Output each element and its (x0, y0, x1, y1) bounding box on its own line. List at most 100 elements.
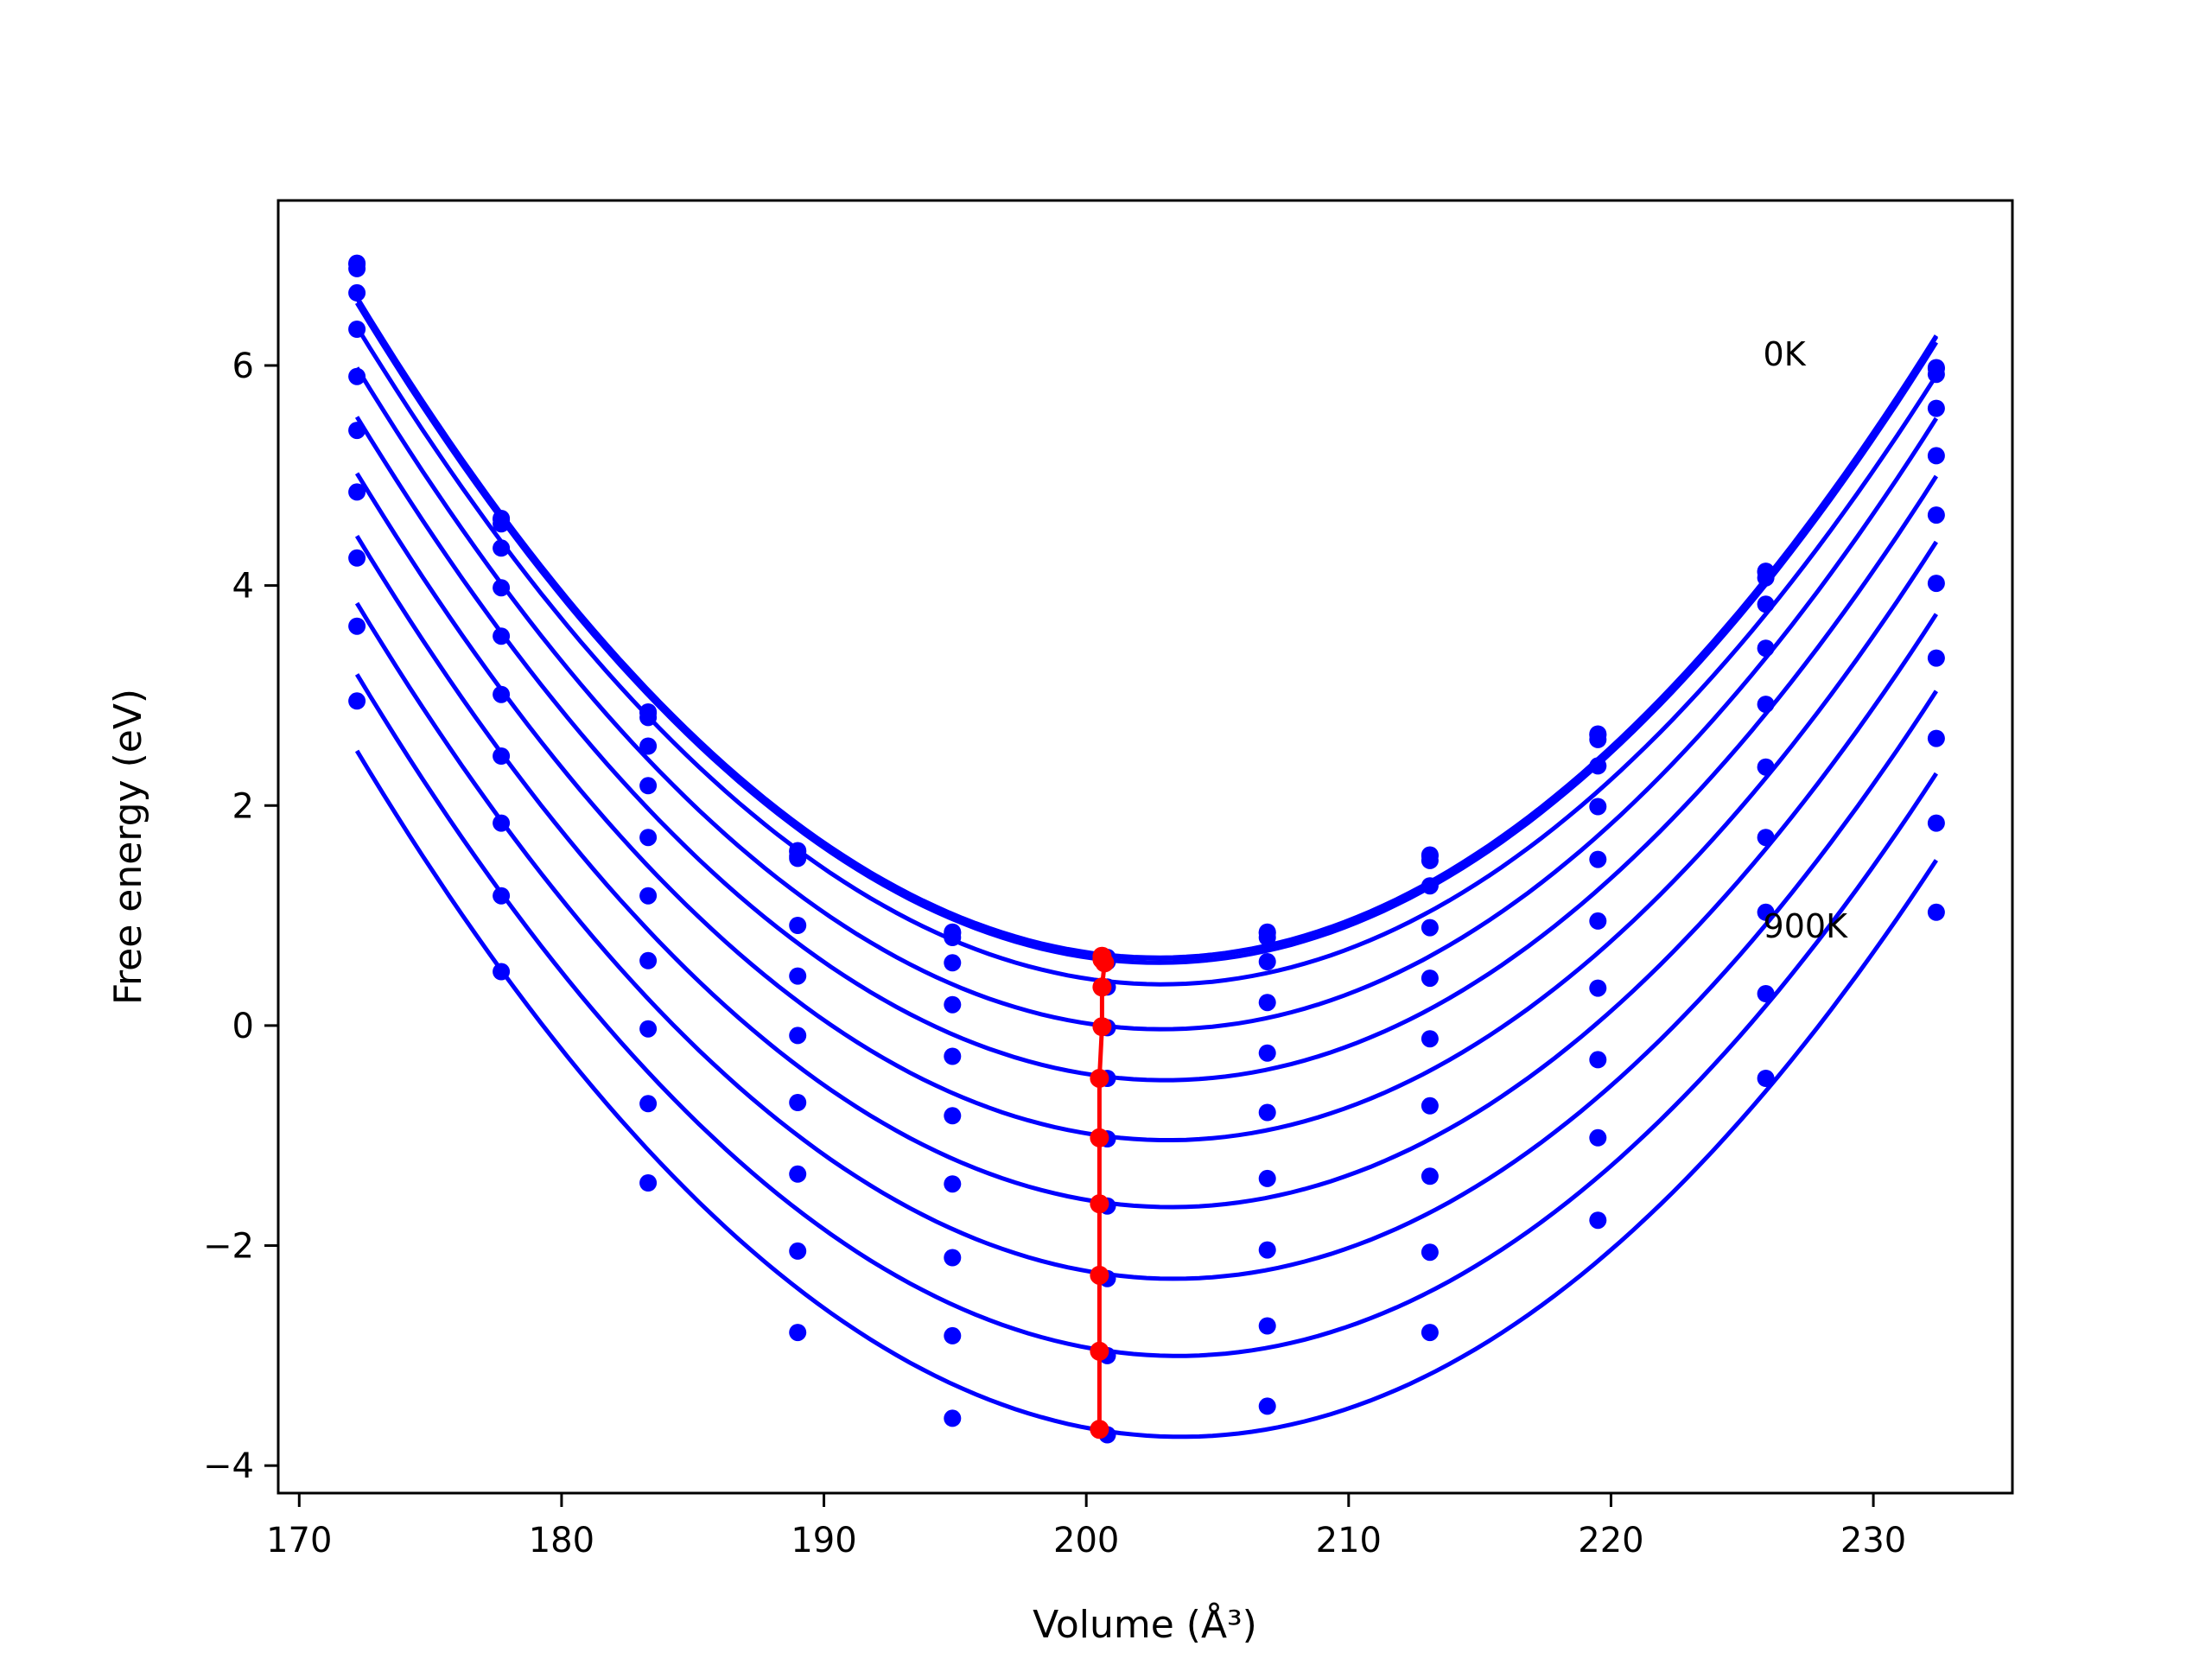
energy-point (944, 1409, 962, 1427)
energy-point (639, 887, 658, 905)
curve-annotation: 900K (1764, 907, 1849, 945)
energy-point (944, 954, 962, 972)
energy-point (1927, 649, 1945, 667)
energy-point (1589, 850, 1607, 868)
energy-point (1589, 979, 1607, 997)
y-tick-label: 6 (232, 346, 254, 386)
energy-point (944, 1326, 962, 1344)
energy-point (1421, 1324, 1439, 1342)
energy-point (1589, 1128, 1607, 1147)
energy-point (1927, 399, 1945, 417)
energy-point (1589, 1211, 1607, 1230)
energy-point (639, 1020, 658, 1038)
energy-point (789, 1324, 807, 1342)
energy-point (493, 515, 511, 533)
energy-point (1258, 1044, 1276, 1062)
energy-point (1757, 569, 1775, 587)
energy-point (1927, 575, 1945, 593)
energy-point (1421, 1096, 1439, 1115)
energy-point (493, 747, 511, 765)
equilibrium-point (1090, 1265, 1109, 1285)
energy-point (348, 283, 366, 302)
energy-curve (354, 416, 1939, 1083)
energy-point (1421, 1030, 1439, 1048)
energy-point (789, 1165, 807, 1183)
x-axis-ticks: 170 180 190 200 210 220 230 (266, 1493, 1906, 1560)
energy-point (493, 887, 511, 905)
energy-point (639, 951, 658, 969)
equilibrium-point (1090, 1069, 1109, 1088)
x-tick-label: 200 (1053, 1521, 1119, 1560)
energy-point (1258, 1169, 1276, 1187)
x-tick-label: 230 (1840, 1521, 1906, 1560)
x-tick-label: 190 (791, 1521, 856, 1560)
energy-point (944, 995, 962, 1014)
energy-point (1927, 365, 1945, 384)
energy-curve (354, 534, 1938, 1210)
energy-curve (354, 366, 1939, 1032)
energy-point (1258, 953, 1276, 970)
energy-point (639, 777, 658, 795)
energy-point (1757, 639, 1775, 658)
energy-point (1421, 1243, 1439, 1262)
energy-point (1258, 1317, 1276, 1335)
energy-point (944, 1249, 962, 1267)
energy-point (1258, 929, 1276, 946)
energy-point (348, 422, 366, 440)
energy-point (1589, 798, 1607, 816)
energy-point (493, 627, 511, 645)
energy-point (493, 539, 511, 557)
y-tick-label: 4 (232, 567, 254, 607)
energy-point (639, 1095, 658, 1113)
energy-point (1421, 877, 1439, 895)
equilibrium-point (1095, 953, 1115, 973)
x-tick-label: 180 (529, 1521, 594, 1560)
energy-curve (354, 749, 1938, 1440)
energy-point (493, 685, 511, 703)
equilibrium-point (1092, 1017, 1112, 1037)
energy-curve (354, 673, 1938, 1358)
energy-point (1258, 1397, 1276, 1415)
energy-point (493, 579, 511, 597)
energy-point (348, 483, 366, 501)
energy-point (1589, 912, 1607, 930)
y-tick-label: 2 (232, 786, 254, 826)
energy-point (348, 321, 366, 338)
y-tick-label: 0 (232, 1007, 254, 1046)
equilibrium-point (1090, 1194, 1109, 1214)
equilibrium-series (1090, 946, 1115, 1440)
energy-point (348, 692, 366, 710)
energy-curve (354, 302, 1939, 965)
energy-point (1421, 851, 1439, 869)
energy-curve (354, 326, 1939, 987)
energy-point (1258, 994, 1276, 1012)
energy-point (348, 617, 366, 635)
energy-point (493, 963, 511, 981)
energy-point (789, 967, 807, 985)
energy-point (789, 849, 807, 868)
energy-point (493, 814, 511, 832)
energy-curve (354, 296, 1939, 960)
equilibrium-point (1090, 1341, 1109, 1361)
energy-point (1258, 1103, 1276, 1122)
x-tick-label: 210 (1316, 1521, 1382, 1560)
energy-point (944, 1047, 962, 1065)
energy-point (1927, 903, 1945, 921)
energy-point (1757, 829, 1775, 847)
energy-point (1927, 814, 1945, 832)
energy-point (789, 1242, 807, 1260)
energy-point (1421, 918, 1439, 937)
curve-annotation: 0K (1764, 335, 1807, 373)
energy-point (944, 929, 962, 946)
equilibrium-point (1090, 1420, 1109, 1440)
energy-point (789, 917, 807, 934)
energy-point (1258, 1241, 1276, 1259)
energy-curve (354, 601, 1938, 1281)
energy-curve (354, 472, 1938, 1142)
energy-point (1589, 730, 1607, 748)
energy-point (944, 1107, 962, 1125)
energy-point (348, 259, 366, 277)
energy-point (1927, 447, 1945, 465)
energy-point (639, 737, 658, 755)
energy-point (1421, 969, 1439, 988)
